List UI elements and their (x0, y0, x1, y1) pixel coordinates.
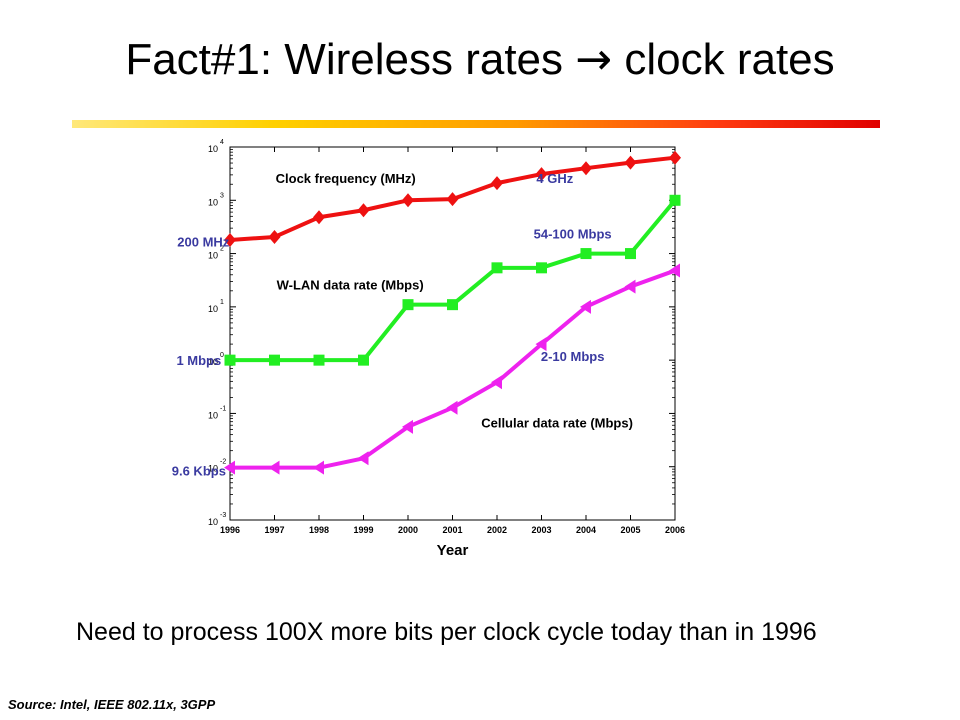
data-point-diamond (535, 167, 548, 182)
data-point-triangle (446, 400, 458, 415)
data-point-square (669, 194, 681, 206)
y-tick-exponent: 3 (220, 192, 224, 199)
slide-caption: Need to process 100X more bits per clock… (76, 618, 817, 646)
data-point-triangle (669, 263, 680, 278)
x-axis-label: Year (437, 542, 469, 559)
data-point-diamond (357, 203, 370, 218)
chart-annotation: W-LAN data rate (Mbps) (277, 278, 424, 293)
data-point-triangle (402, 419, 413, 434)
x-tick-label: 2002 (487, 525, 507, 535)
data-point-triangle (624, 279, 636, 294)
chart-annotation: 9.6 Kbps (172, 463, 226, 478)
y-tick-label: 10 (208, 144, 218, 154)
data-point-square (402, 299, 414, 311)
data-point-diamond (313, 210, 325, 225)
data-point-square (269, 354, 280, 366)
data-point-square (625, 248, 636, 260)
chart-annotation: Cellular data rate (Mbps) (481, 416, 633, 431)
y-tick-exponent: 4 (220, 139, 224, 146)
title-suffix: clock rates (624, 35, 835, 84)
source-note: Source: Intel, IEEE 802.11x, 3GPP (8, 697, 216, 712)
data-point-square (580, 248, 592, 260)
x-tick-label: 2001 (442, 525, 462, 535)
data-point-diamond (446, 192, 459, 207)
title-prefix: Fact#1: Wireless rates (125, 35, 564, 84)
y-tick-exponent: -3 (220, 512, 226, 519)
y-tick-label: 10 (208, 410, 218, 420)
chart-annotation: 200 MHz (177, 234, 230, 249)
chart-annotation: Clock frequency (MHz) (276, 171, 416, 186)
data-point-diamond (491, 176, 503, 191)
y-tick-label: 10 (208, 517, 218, 527)
data-point-diamond (402, 193, 414, 208)
data-point-square (447, 299, 458, 311)
x-tick-label: 1996 (220, 525, 240, 535)
data-point-diamond (669, 150, 681, 165)
y-tick-label: 10 (208, 464, 218, 474)
data-point-square (224, 354, 236, 366)
y-tick-exponent: 2 (220, 246, 224, 253)
x-tick-label: 2006 (665, 525, 685, 535)
data-point-triangle (357, 451, 369, 466)
x-tick-label: 1997 (264, 525, 284, 535)
y-tick-label: 10 (208, 251, 218, 261)
data-point-triangle (313, 460, 324, 475)
x-tick-label: 2003 (531, 525, 551, 535)
data-point-diamond (624, 155, 637, 170)
data-point-square (358, 354, 369, 366)
data-point-square (491, 262, 503, 274)
x-tick-label: 2004 (576, 525, 596, 535)
y-tick-exponent: -2 (220, 459, 226, 466)
data-point-triangle (268, 460, 280, 475)
slide-title: Fact#1: Wireless rates → clock rates (0, 34, 960, 85)
x-tick-label: 1999 (353, 525, 373, 535)
chart-annotation: 54-100 Mbps (534, 226, 612, 241)
y-tick-exponent: -1 (220, 405, 226, 412)
chart-annotation: 1 Mbps (176, 353, 221, 368)
x-tick-label: 2005 (620, 525, 640, 535)
data-point-diamond (224, 232, 236, 247)
x-tick-label: 2000 (398, 525, 418, 535)
data-point-diamond (268, 229, 281, 244)
data-point-square (536, 262, 547, 274)
y-tick-exponent: 1 (220, 299, 224, 306)
data-point-triangle (580, 299, 591, 314)
y-tick-label: 10 (208, 197, 218, 207)
data-point-triangle (491, 375, 502, 390)
x-tick-label: 1998 (309, 525, 329, 535)
data-point-triangle (224, 460, 235, 475)
y-tick-label: 10 (208, 304, 218, 314)
chart-annotation: 2-10 Mbps (541, 349, 605, 364)
data-point-diamond (580, 161, 592, 176)
data-point-square (313, 354, 325, 366)
arrow-icon: → (575, 34, 613, 85)
y-tick-label: 10 (208, 357, 218, 367)
data-point-triangle (535, 337, 547, 352)
title-underline-bar (72, 120, 880, 128)
y-tick-exponent: 0 (220, 352, 224, 359)
chart-annotation: 4 GHz (536, 171, 573, 186)
